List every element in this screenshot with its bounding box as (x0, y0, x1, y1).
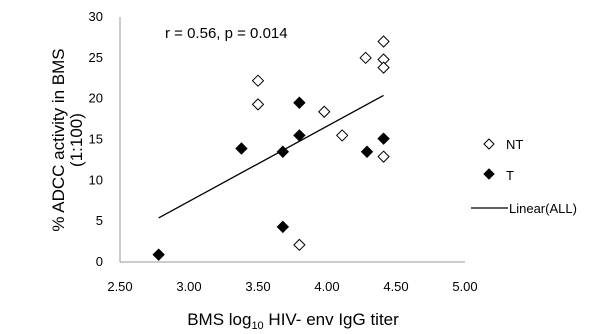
data-points (152, 35, 390, 261)
point-nt (377, 35, 390, 48)
x-tick-label: 3.00 (176, 279, 201, 294)
legend-marker-t (483, 168, 495, 180)
point-t (360, 145, 374, 158)
x-tick-label: 4.00 (314, 279, 339, 294)
legend-label-linear: Linear(ALL) (509, 201, 577, 216)
point-t (276, 145, 290, 158)
x-tick-label: 5.00 (452, 279, 477, 294)
point-t (293, 96, 306, 109)
y-tick-label: 0 (96, 254, 103, 269)
point-nt (335, 129, 349, 142)
point-nt (318, 105, 331, 118)
x-tick-label: 4.50 (383, 279, 408, 294)
point-t (276, 220, 290, 234)
y-tick-label: 15 (89, 132, 103, 147)
x-tick-label: 3.50 (245, 279, 270, 294)
trendline-linear-all (158, 94, 384, 219)
point-t (293, 129, 306, 142)
legend-marker-nt (483, 138, 495, 150)
x-axis-title: BMS log10 HIV- env IgG titer (187, 310, 399, 332)
point-t (152, 248, 165, 261)
correlation-annotation: r = 0.56, p = 0.014 (165, 25, 288, 42)
point-nt (377, 150, 390, 163)
point-nt (377, 61, 390, 74)
legend-label-nt: NT (506, 137, 523, 152)
y-tick-label: 25 (89, 50, 103, 65)
point-nt (293, 238, 306, 252)
y-tick-label: 5 (96, 213, 103, 228)
y-axis-title-line1: % ADCC activity in BMS (49, 48, 68, 231)
y-tick-label: 10 (89, 172, 103, 187)
x-tick-label: 2.50 (107, 279, 132, 294)
point-nt (359, 51, 372, 65)
y-tick-labels: 0 5 10 15 20 25 30 (89, 9, 103, 269)
y-tick-label: 30 (89, 9, 103, 24)
x-axis-title-prefix: BMS log (187, 310, 251, 329)
x-axis-title-suffix: HIV- env IgG titer (264, 310, 399, 329)
point-nt (251, 74, 265, 87)
y-tick-label: 20 (89, 91, 103, 106)
x-axis-title-subscript: 10 (251, 320, 263, 332)
legend: NT T Linear(ALL) (471, 137, 577, 216)
point-t (377, 132, 390, 145)
point-nt (251, 98, 265, 111)
y-axis-title: % ADCC activity in BMS (49, 48, 68, 231)
y-axis-title-line2: (1:100) (67, 113, 86, 167)
point-t (235, 142, 248, 155)
x-tick-labels: 2.50 3.00 3.50 4.00 4.50 5.00 (107, 279, 477, 294)
legend-label-t: T (506, 168, 514, 183)
